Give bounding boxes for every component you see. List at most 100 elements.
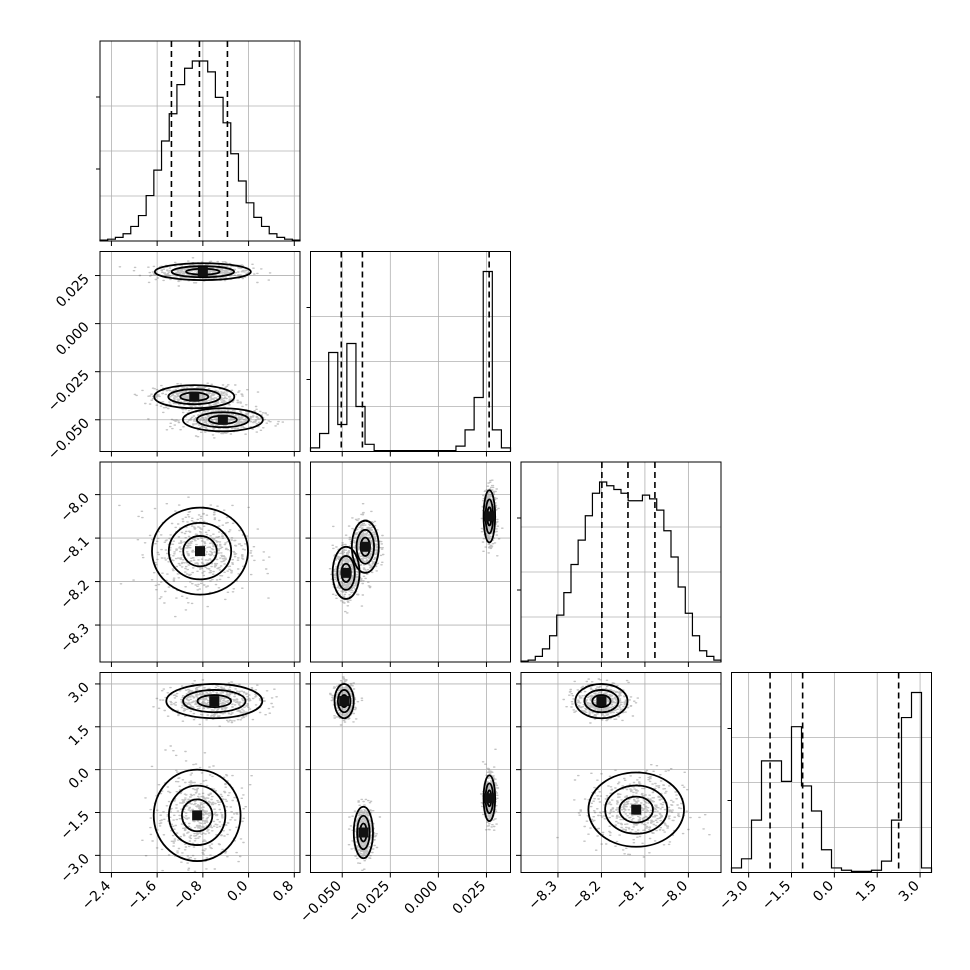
panel-background xyxy=(521,462,721,662)
x-tick-label: 3.0 xyxy=(896,878,923,905)
panel-frame xyxy=(310,672,511,873)
contour-level xyxy=(196,694,232,708)
contour-level xyxy=(331,545,361,600)
x-tick-label: −2.4 xyxy=(79,878,114,913)
panel-frame xyxy=(731,672,932,873)
histogram-step xyxy=(520,481,722,662)
panel-3-3: −3.0 −1.5 0.0 1.5 3.0 xyxy=(716,672,933,913)
x-tick-label: 0.0 xyxy=(224,878,251,905)
y-tick-label: −3.0 xyxy=(57,851,92,886)
density-peak xyxy=(192,810,203,821)
x-tick-label: −8.0 xyxy=(656,878,691,913)
y-tick-label: −8.3 xyxy=(57,621,92,656)
panel-frame xyxy=(99,461,301,663)
panel-2-1 xyxy=(305,461,511,667)
density-peak xyxy=(195,546,205,557)
contour-level xyxy=(591,694,612,708)
x-tick-label: −8.3 xyxy=(525,878,560,913)
panel-3-0: −2.4 −1.6 −0.8 0.0 0.8 −3.0 −1.5 0.0 1.5 3.0 xyxy=(57,672,301,913)
contour-level xyxy=(182,535,218,568)
panel-0-0 xyxy=(96,40,301,246)
density-peak xyxy=(631,804,642,815)
density-peak xyxy=(360,541,371,552)
density-peak xyxy=(339,696,350,707)
y-tick-label: −8.1 xyxy=(57,534,92,569)
x-tick-label: 0.000 xyxy=(402,878,442,918)
contour-level xyxy=(165,683,264,720)
y-tick-label: −8.2 xyxy=(57,577,92,612)
y-tick-label: −1.5 xyxy=(57,808,92,843)
panel-3-1: −0.050 −0.025 0.000 0.025 xyxy=(297,672,511,926)
contour-level xyxy=(482,489,497,544)
panel-background xyxy=(100,462,300,662)
contour-level xyxy=(336,555,356,591)
panel-background xyxy=(100,251,300,452)
x-tick-label: −3.0 xyxy=(716,878,751,913)
x-tick-label: −1.6 xyxy=(125,878,160,913)
contour-level xyxy=(583,689,620,714)
contour-level xyxy=(167,521,233,581)
y-tick-label: −0.025 xyxy=(45,367,93,415)
x-tick-label: −8.2 xyxy=(569,878,604,913)
panel-frame xyxy=(520,672,722,873)
contour-level xyxy=(153,262,252,282)
contour-level xyxy=(153,384,236,410)
x-tick-label: 0.0 xyxy=(810,878,837,905)
contour-level xyxy=(604,784,669,835)
panel-background xyxy=(521,672,721,873)
y-tick-label: −0.050 xyxy=(45,415,93,463)
panel-1-0: −0.050−0.025 0.000 0.025 xyxy=(45,251,301,463)
contour-level xyxy=(168,784,227,846)
y-tick-label: 0.025 xyxy=(53,271,93,311)
histogram-step xyxy=(309,270,512,452)
density-peak xyxy=(217,414,228,425)
contour-level xyxy=(181,798,214,833)
contour-level xyxy=(337,689,352,714)
density-peak xyxy=(484,511,495,522)
x-tick-label: −1.5 xyxy=(759,878,794,913)
panel-3-2: −8.3 −8.2 −8.1 −8.0 xyxy=(516,672,722,913)
density-peak xyxy=(358,827,369,838)
panel-background xyxy=(310,251,511,452)
density-peak xyxy=(596,696,607,707)
x-tick-label: −8.1 xyxy=(612,878,647,913)
panel-background xyxy=(310,462,511,662)
contour-level xyxy=(356,814,371,851)
density-peak xyxy=(197,266,208,277)
contour-level xyxy=(170,265,235,279)
y-tick-label: 3.0 xyxy=(66,679,93,706)
y-tick-label: 0.0 xyxy=(66,765,93,792)
contour-level xyxy=(355,528,375,565)
x-tick-label: 0.8 xyxy=(270,878,297,905)
y-tick-label: −8.0 xyxy=(57,490,92,525)
contour-level xyxy=(182,689,247,714)
x-tick-label: −0.025 xyxy=(345,878,393,926)
contour-level xyxy=(181,407,264,433)
panel-1-1 xyxy=(306,251,512,457)
panel-frame xyxy=(99,251,301,452)
contour-level xyxy=(618,795,654,824)
contour-level xyxy=(152,768,242,862)
contour-level xyxy=(587,771,685,848)
panel-frame xyxy=(310,251,511,452)
contour-level xyxy=(482,774,497,822)
panel-frame xyxy=(99,40,301,242)
contour-level xyxy=(352,805,374,860)
panel-frame xyxy=(520,461,722,663)
contour-level xyxy=(195,411,250,429)
x-tick-label: 1.5 xyxy=(853,878,880,905)
panel-frame xyxy=(310,461,511,663)
panel-background xyxy=(100,672,300,873)
y-tick-label: 0.000 xyxy=(53,319,93,359)
contour-level xyxy=(333,683,355,720)
x-tick-label: −0.050 xyxy=(297,878,345,926)
density-peak xyxy=(484,793,495,804)
density-peak xyxy=(189,391,200,402)
density-peak xyxy=(341,567,352,578)
contour-level xyxy=(350,519,380,574)
panel-2-2 xyxy=(517,461,722,667)
density-peak xyxy=(209,696,220,707)
contour-level xyxy=(574,683,629,720)
contour-level xyxy=(151,506,249,596)
